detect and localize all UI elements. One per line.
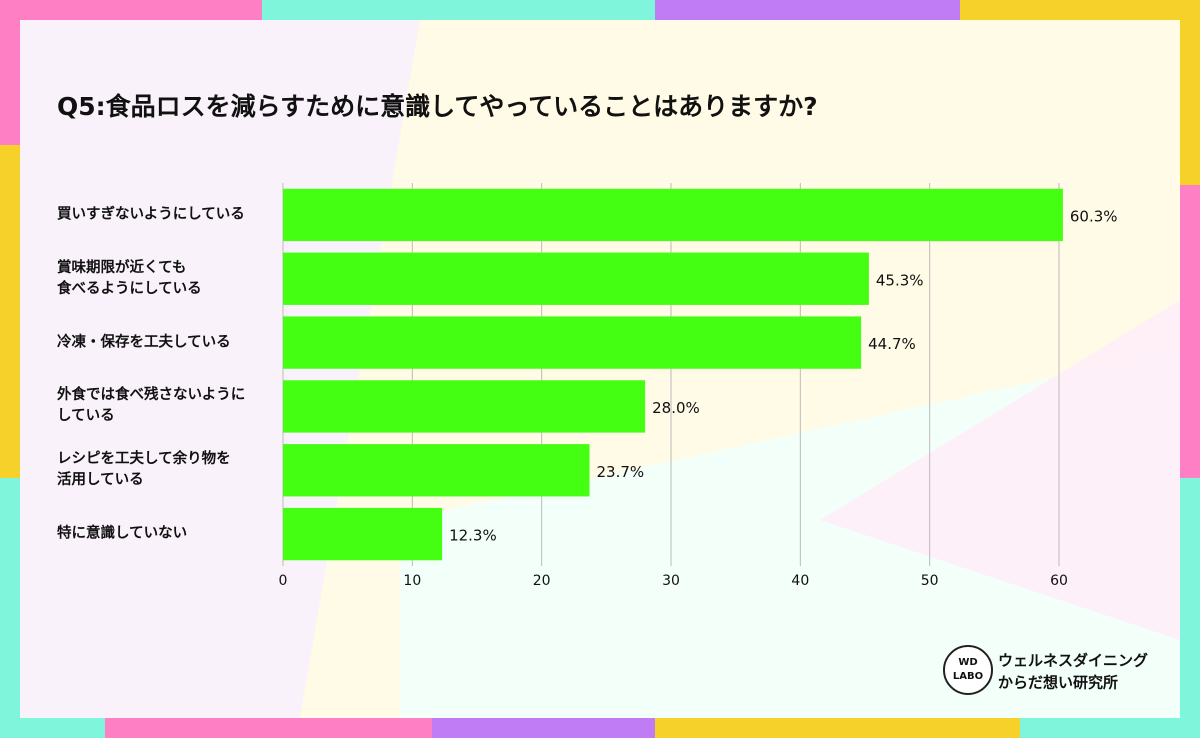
logo-mark: LABO [953, 671, 983, 682]
value-label: 28.0% [652, 399, 700, 417]
y-tick-label: 冷凍・保存を工夫している [57, 334, 231, 351]
y-tick-label: 外食では食べ残さないように している [57, 387, 246, 425]
bar [283, 380, 646, 433]
value-label: 45.3% [876, 271, 924, 289]
y-tick-label: 特に意識していない [57, 525, 188, 542]
value-label: 12.3% [449, 527, 497, 545]
x-tick-label: 40 [791, 573, 809, 589]
logo: WD LABO ウェルネスダイニング からだ想い研究所 [943, 645, 1148, 695]
x-tick-label: 50 [921, 573, 939, 589]
value-label: 60.3% [1070, 207, 1118, 225]
x-tick-label: 10 [403, 573, 421, 589]
y-tick-label: 買いすぎないようにしている [57, 206, 245, 223]
bar [283, 316, 862, 369]
x-tick-label: 20 [533, 573, 551, 589]
bar [283, 444, 590, 497]
x-tick-label: 30 [662, 573, 680, 589]
x-tick-label: 60 [1050, 573, 1068, 589]
value-label: 44.7% [868, 335, 916, 353]
chart-title: Q5:食品ロスを減らすために意識してやっていることはありますか? [57, 92, 818, 121]
bar [283, 188, 1063, 242]
value-label: 23.7% [597, 463, 645, 481]
y-tick-label: 賞味期限が近くても 食べるようにしている [57, 259, 202, 297]
logo-text: からだ想い研究所 [998, 674, 1118, 692]
logo-mark: WD [958, 657, 977, 668]
bar [283, 252, 869, 305]
x-tick-label: 0 [279, 573, 288, 589]
logo-text: ウェルネスダイニング [998, 652, 1148, 670]
y-tick-label: レシピを工夫して余り物を 活用している [57, 451, 231, 489]
bar [283, 507, 443, 561]
